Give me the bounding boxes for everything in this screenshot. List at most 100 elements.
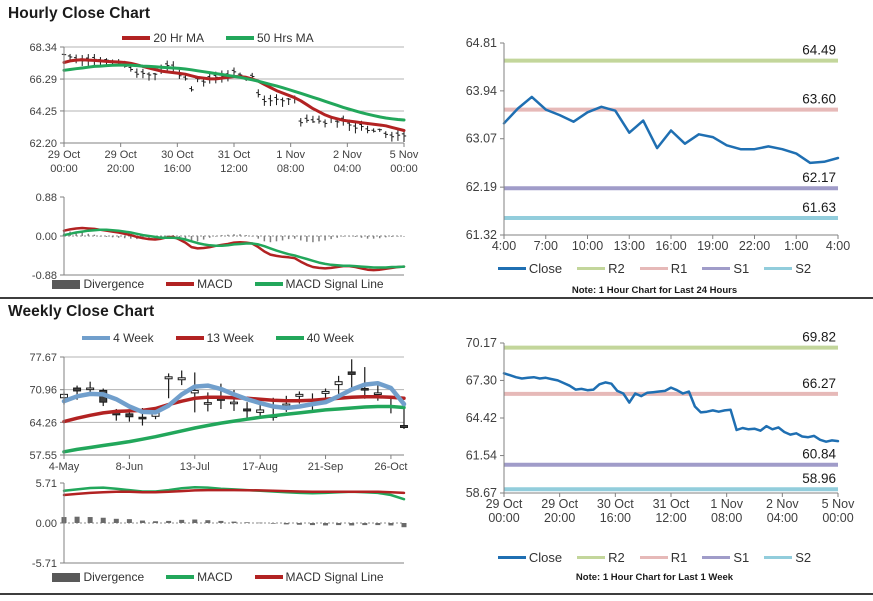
legend-line-swatch [497,266,526,271]
svg-text:-0.88: -0.88 [32,270,57,282]
legend-label: Divergence [83,570,145,584]
svg-text:68.34: 68.34 [29,42,57,54]
svg-text:70.17: 70.17 [466,336,497,350]
legend-label: 4 Week [113,331,154,345]
svg-text:7:00: 7:00 [534,239,558,253]
legend-item-close: Close [497,261,562,276]
svg-text:16:00: 16:00 [655,239,686,253]
hourly-price-legend: 20 Hr MA 50 Hrs MA [0,31,436,45]
svg-text:63.07: 63.07 [466,132,497,146]
svg-text:61.32: 61.32 [466,228,497,242]
svg-text:4:00: 4:00 [826,239,850,253]
svg-text:1 Nov: 1 Nov [710,497,743,511]
svg-text:10:00: 10:00 [572,239,603,253]
svg-text:5.71: 5.71 [36,478,57,490]
svg-text:19:00: 19:00 [697,239,728,253]
section-divider [0,297,873,299]
svg-text:4-May: 4-May [49,461,80,473]
svg-text:64.25: 64.25 [29,106,57,118]
svg-text:1 Nov: 1 Nov [276,149,305,161]
legend-label: R2 [608,550,625,565]
legend-label: S2 [795,550,812,565]
svg-text:12:00: 12:00 [655,511,686,525]
svg-text:64.26: 64.26 [29,417,57,429]
svg-text:31 Oct: 31 Oct [218,149,250,161]
svg-text:61.54: 61.54 [466,449,497,463]
svg-text:2 Nov: 2 Nov [333,149,362,161]
svg-text:69.82: 69.82 [802,330,836,345]
legend-item-13-week: 13 Week [175,331,254,345]
svg-text:64.42: 64.42 [466,411,497,425]
hourly-pivot-chart: 64.81 63.94 63.07 62.19 61.32 64.49 63.60 62.17… [466,36,850,253]
legend-item-r1: R1 [639,550,688,565]
legend-line-swatch [702,555,731,560]
legend-line-swatch [166,575,195,579]
legend-line-swatch [166,282,195,286]
svg-text:31 Oct: 31 Oct [653,497,690,511]
legend-item-s2: S2 [764,550,811,565]
legend-label: 40 Week [306,331,354,345]
legend-label: MACD [197,570,233,584]
svg-text:17-Aug: 17-Aug [242,461,277,473]
legend-label: R2 [608,261,625,276]
legend-item-50-hrs-ma: 50 Hrs MA [226,31,314,45]
legend-label: 20 Hr MA [153,31,204,45]
legend-label: R1 [670,550,688,565]
legend-label: 13 Week [206,331,254,345]
legend-item-macd: MACD [166,570,233,584]
svg-text:04:00: 04:00 [767,511,798,525]
legend-item-divergence: Divergence [52,277,144,291]
legend-line-swatch [639,555,668,560]
legend-line-swatch [275,336,304,340]
svg-text:29 Oct: 29 Oct [104,149,136,161]
svg-text:77.67: 77.67 [29,352,57,364]
legend-label: R1 [670,261,688,276]
svg-text:60.84: 60.84 [802,447,836,462]
svg-text:00:00: 00:00 [488,511,519,525]
legend-line-swatch [764,555,793,560]
legend-item-r2: R2 [577,550,625,565]
legend-item-s2: S2 [764,261,811,276]
legend-line-swatch [764,266,793,271]
legend-label: MACD Signal Line [285,277,384,291]
svg-text:00:00: 00:00 [390,163,418,175]
svg-text:16:00: 16:00 [600,511,631,525]
svg-text:70.96: 70.96 [29,385,57,397]
legend-label: Divergence [83,277,145,291]
legend-label: S2 [795,261,812,276]
legend-item-r1: R1 [639,261,688,276]
svg-text:0.00: 0.00 [36,231,57,243]
legend-box-swatch [52,572,81,582]
svg-text:00:00: 00:00 [822,511,853,525]
svg-text:4:00: 4:00 [492,239,516,253]
legend-line-swatch [497,555,526,560]
svg-text:62.17: 62.17 [802,170,836,185]
svg-text:04:00: 04:00 [334,163,362,175]
svg-text:63.94: 63.94 [466,84,497,98]
svg-text:30 Oct: 30 Oct [597,497,634,511]
svg-text:29 Oct: 29 Oct [48,149,80,161]
legend-item-close: Close [497,550,562,565]
page-bottom-divider [0,593,873,595]
svg-text:13:00: 13:00 [614,239,645,253]
weekly-section-title: Weekly Close Chart [8,303,155,320]
legend-label: S1 [733,261,750,276]
svg-text:13-Jul: 13-Jul [180,461,210,473]
legend-item-s1: S1 [702,261,749,276]
legend-label: MACD Signal Line [285,570,384,584]
legend-line-swatch [577,555,606,560]
legend-line-swatch [639,266,668,271]
hourly-pivot-note: Note: 1 Hour Chart for Last 24 Hours [571,285,738,296]
legend-line-swatch [702,266,731,271]
hourly-macd-legend: Divergence MACD MACD Signal Line [0,277,436,291]
weekly-pivot-chart: 70.17 67.30 64.42 61.54 58.67 69.82 66.27 60.84… [466,330,855,525]
legend-item-s1: S1 [702,550,749,565]
legend-item-macd: MACD [166,277,233,291]
svg-text:58.67: 58.67 [466,486,497,500]
hourly-section-title: Hourly Close Chart [8,5,151,22]
legend-label: MACD [197,277,233,291]
svg-text:62.19: 62.19 [466,180,497,194]
legend-line-swatch [175,336,204,340]
svg-text:0.88: 0.88 [36,192,57,204]
